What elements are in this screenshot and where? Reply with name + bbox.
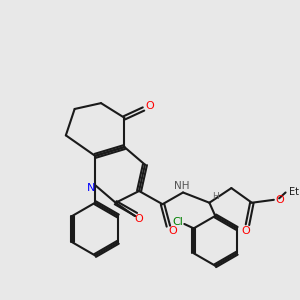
Text: O: O: [168, 226, 177, 236]
Text: O: O: [242, 226, 250, 236]
Text: N: N: [87, 183, 95, 193]
Text: H: H: [212, 192, 219, 201]
Text: O: O: [275, 195, 284, 205]
Text: Cl: Cl: [172, 217, 183, 227]
Text: Et: Et: [290, 188, 299, 197]
Text: O: O: [145, 101, 154, 111]
Text: NH: NH: [174, 181, 189, 191]
Text: O: O: [135, 214, 143, 224]
